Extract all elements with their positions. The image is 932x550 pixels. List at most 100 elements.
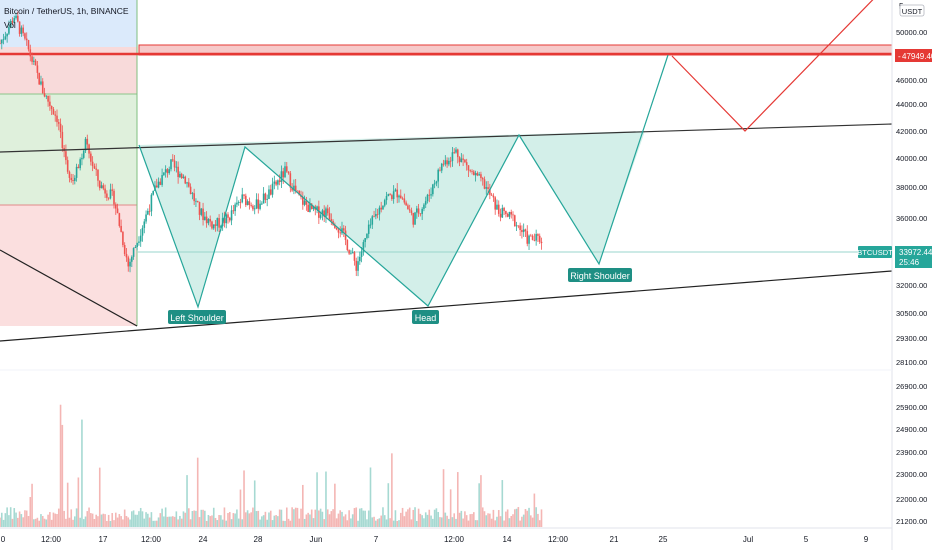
volume-bar [467, 520, 470, 527]
volume-bar [344, 514, 347, 527]
candle-body [458, 157, 461, 163]
volume-bar [38, 520, 40, 527]
volume-bar [170, 516, 172, 527]
candle-body [196, 200, 199, 202]
volume-bar [278, 509, 281, 527]
candle-body [15, 15, 17, 19]
volume-bar [359, 508, 361, 527]
time-axis[interactable]: 0 12:00 17 12:00 24 28 Jun 7 12:00 14 12:00 21 25 Jul… [1, 535, 869, 544]
candle-body [337, 229, 340, 233]
candle-body [134, 246, 137, 249]
candle-body [157, 181, 160, 188]
volume-bar [245, 512, 247, 527]
candle-body [339, 232, 342, 234]
volume-bar [439, 517, 441, 527]
volume-bar [519, 520, 521, 527]
volume-bar [214, 517, 217, 527]
volume-bar [515, 508, 518, 527]
candle-body [234, 204, 236, 212]
price-tick-label: 30500.00 [896, 309, 927, 318]
candle-body [385, 195, 388, 201]
candle-body [319, 215, 322, 218]
volume-bar [449, 489, 452, 527]
candle-body [72, 180, 74, 181]
time-tick-label: 12:00 [141, 535, 162, 544]
volume-bar [139, 507, 142, 527]
volume-bar [189, 519, 192, 527]
candle-body [106, 193, 108, 198]
volume-bar [462, 518, 464, 527]
projection-path[interactable] [671, 0, 892, 132]
candle-body [294, 185, 297, 191]
candle-body [161, 175, 163, 185]
volume-bar [533, 493, 536, 527]
volume-bar [131, 511, 133, 527]
volume-bar [106, 520, 108, 527]
candle-body [34, 60, 37, 66]
volume-bar [52, 512, 55, 527]
volume-bar [433, 509, 436, 527]
volume-bar [74, 516, 76, 527]
candle-body [97, 169, 99, 181]
candle-body [193, 193, 195, 202]
volume-bar [236, 509, 238, 527]
trend-line[interactable] [0, 249, 138, 327]
volume-bar [430, 515, 432, 527]
volume-bar [205, 520, 208, 527]
right-shoulder-text: Right Shoulder [570, 271, 630, 281]
volume-bar [0, 512, 3, 527]
volume-bar [492, 509, 495, 527]
candle-body [116, 208, 119, 214]
candle-body [465, 162, 468, 166]
volume-bar [29, 497, 32, 527]
candle-body [275, 181, 277, 185]
head-label[interactable]: Head [412, 310, 439, 324]
candle-body [360, 251, 363, 257]
candle-body [164, 169, 167, 173]
volume-bar [171, 516, 174, 527]
volume-bar [230, 519, 233, 527]
time-tick-label: 21 [610, 535, 619, 544]
price-tick-label: 29300.00 [896, 334, 927, 343]
pattern-outline[interactable] [138, 54, 669, 309]
volume-bar [109, 520, 112, 527]
volume-bar [293, 509, 295, 527]
volume-bar [180, 518, 183, 527]
volume-bar [202, 509, 204, 527]
price-axis[interactable]: 50000.0048000.0046000.0044000.0042000.00… [896, 28, 927, 526]
blue-zone [0, 0, 137, 47]
volume-bar [104, 514, 106, 527]
currency-badge[interactable] [899, 4, 925, 17]
volume-bar [538, 520, 541, 527]
candle-body [494, 197, 496, 210]
volume-bar [209, 516, 211, 527]
candle-body [255, 199, 258, 209]
candle-body [120, 225, 122, 232]
left-shoulder-label[interactable]: Left Shoulder [168, 310, 226, 324]
volume-bar [408, 507, 411, 527]
volume-bar [186, 475, 188, 527]
volume-bar [350, 518, 352, 527]
volume-bar [36, 517, 39, 527]
volume-bar [296, 507, 299, 527]
volume-bar [259, 519, 261, 527]
candle-body [310, 203, 313, 210]
support-line[interactable] [0, 270, 893, 342]
right-shoulder-label[interactable]: Right Shoulder [568, 268, 632, 282]
candle-body [132, 248, 135, 257]
candle-body [11, 20, 14, 23]
volume-bar [503, 520, 505, 527]
candle-body [449, 160, 452, 162]
volume-bar [22, 517, 24, 527]
volume-bar [277, 516, 279, 527]
candle-body [245, 195, 247, 206]
volume-bar [31, 483, 33, 527]
volume-bar [326, 509, 329, 527]
volume-bar [4, 513, 7, 527]
price-tick-label: 23000.00 [896, 470, 927, 479]
candle-body [371, 216, 374, 225]
volume-bar [405, 511, 407, 527]
candle-body [145, 214, 147, 222]
candle-body [462, 158, 464, 160]
